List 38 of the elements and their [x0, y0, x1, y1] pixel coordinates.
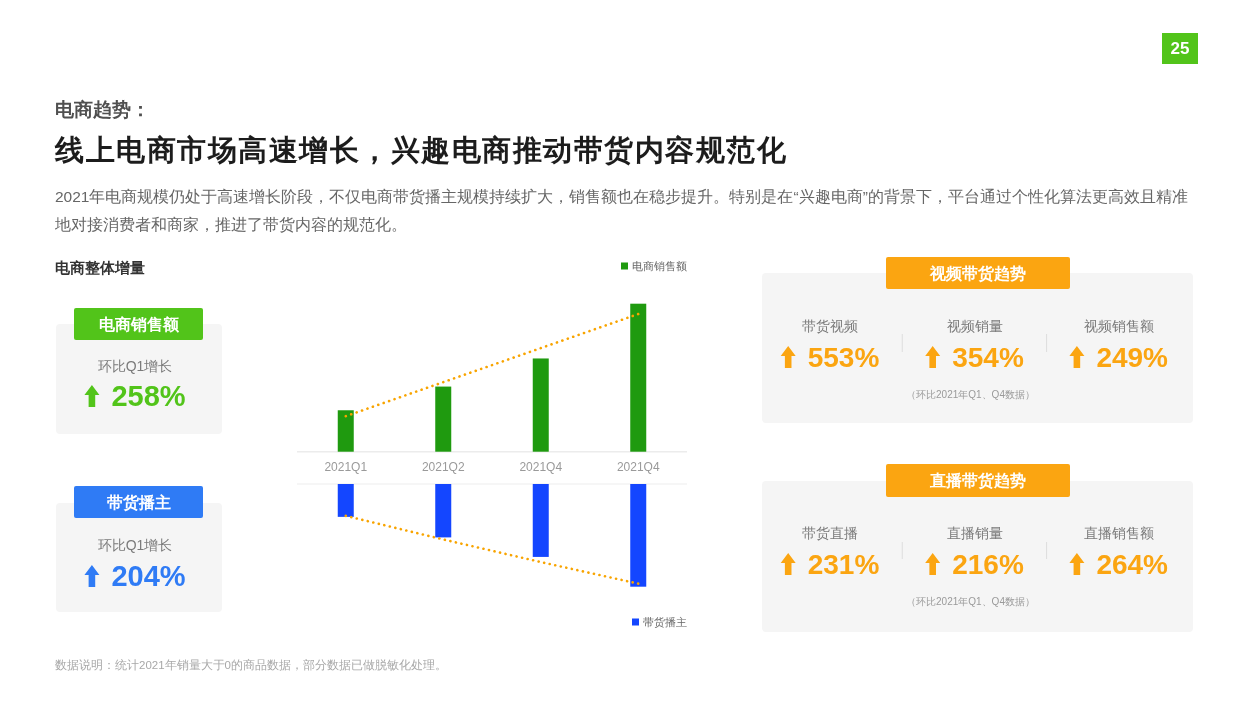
- text: 258%: [111, 380, 186, 412]
- text: 带货播主: [106, 492, 171, 512]
- legend-label: 电商销售额: [632, 260, 687, 272]
- category-label: 视频销量: [946, 318, 1003, 334]
- text: （环比2021年Q1、Q4数据）: [906, 388, 1035, 400]
- legend-label: 带货播主: [643, 616, 687, 628]
- text: 视频带货趋势: [929, 264, 1026, 283]
- text: 2021年电商规模仍处于高速增长阶段，不仅电商带货播主规模持续扩大，销售额也在稳步提升。特别是在“兴趣电商”的背景下，平台通过个性化算法更高效且精准地对接消费者和商家，推进了带货内容的规范化。: [55, 187, 1189, 235]
- text: 线上电商市场高速增长，兴趣电商推动带货内容规范化: [55, 133, 787, 168]
- text: 204%: [111, 560, 186, 592]
- bar: [532, 358, 549, 452]
- bar: [630, 303, 647, 452]
- category-label: 环比Q1增长: [97, 537, 173, 553]
- text: 电商整体增量: [55, 258, 145, 278]
- text: 数据说明：统计2021年销量大于0的商品数据，部分数据已做脱敏化处理。: [55, 658, 447, 673]
- x-tick-label: 2021Q2: [421, 460, 465, 474]
- text: 264%: [1096, 548, 1169, 580]
- text: 354%: [952, 341, 1024, 373]
- category-label: 直播销量: [946, 525, 1003, 541]
- text: 249%: [1096, 341, 1169, 373]
- category-label: 视频销售额: [1083, 318, 1154, 334]
- text: 231%: [807, 548, 880, 580]
- text: （环比2021年Q1、Q4数据）: [906, 595, 1035, 607]
- bar: [435, 386, 452, 452]
- category-label: 带货视频: [802, 318, 858, 334]
- x-tick-label: 2021Q4: [616, 460, 660, 474]
- category-label: 带货直播: [802, 525, 858, 541]
- text: 电商销售额: [98, 315, 180, 333]
- text: 216%: [952, 548, 1024, 580]
- x-tick-label: 2021Q4: [519, 460, 563, 474]
- text: 直播带货趋势: [929, 472, 1026, 490]
- text: 电商趋势：: [55, 98, 150, 122]
- text: 553%: [807, 341, 880, 373]
- category-label: 直播销售额: [1083, 525, 1154, 541]
- bar: [337, 410, 354, 452]
- category-label: 环比Q1增长: [97, 358, 173, 374]
- text: 25: [1162, 33, 1198, 64]
- x-tick-label: 2021Q1: [324, 460, 368, 474]
